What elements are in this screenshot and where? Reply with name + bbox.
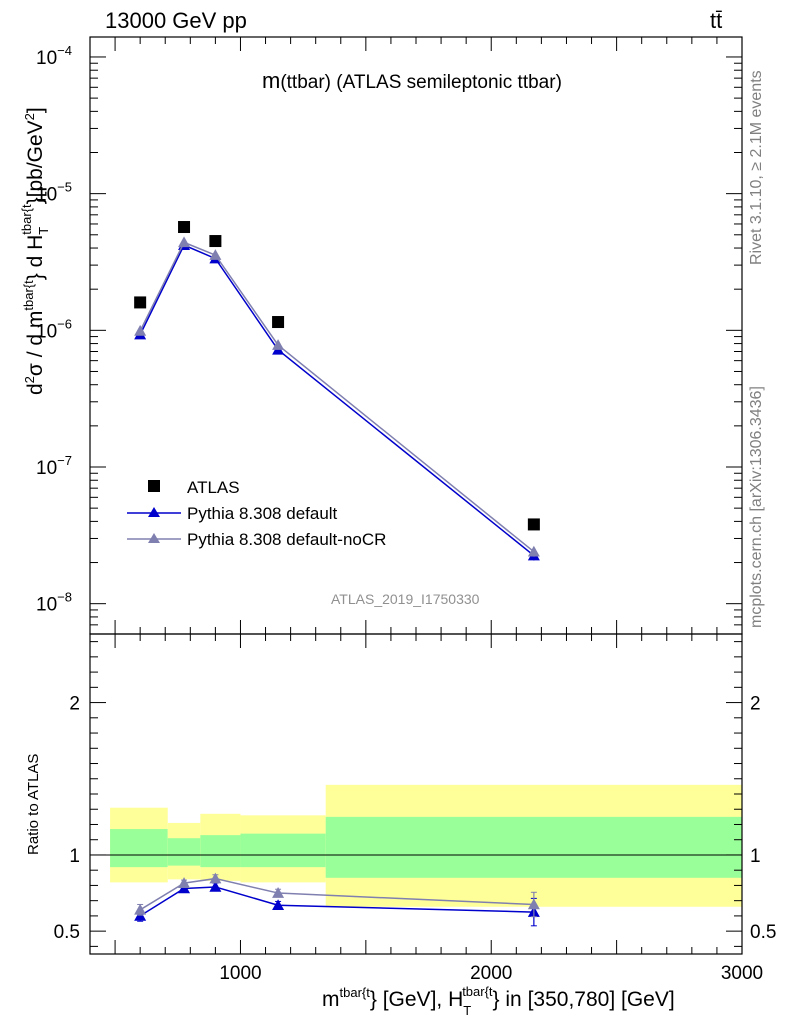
main-ylabel: d2σ / d mtbar{t} d HTtbar{t}[pb/GeV2] xyxy=(19,107,51,395)
data-point xyxy=(527,545,540,557)
data-point xyxy=(178,236,191,248)
legend-label-nocr: Pythia 8.308 default-noCR xyxy=(187,530,386,549)
data-point-atlas xyxy=(134,296,147,309)
ratio-y-tick-label-right: 2 xyxy=(750,694,761,715)
header-left: 13000 GeV pp xyxy=(105,8,247,33)
y-tick-label: 10−5 xyxy=(36,180,72,206)
y-tick-label: 10−8 xyxy=(36,590,72,616)
main-title: m(ttbar) (ATLAS semileptonic ttbar) xyxy=(262,68,562,93)
legend-marker-nocr xyxy=(148,533,160,543)
y-tick-label: 10−6 xyxy=(36,316,72,342)
ratio-frame xyxy=(89,633,743,955)
legend-marker-atlas xyxy=(148,480,160,492)
rivet-label: Rivet 3.1.10, ≥ 2.1M events xyxy=(748,70,765,265)
legend-label-default: Pythia 8.308 default xyxy=(187,504,338,523)
ratio-y-tick-label-left: 1 xyxy=(69,846,80,867)
ratio-point xyxy=(209,880,222,892)
ratio-y-tick-label-left: 2 xyxy=(69,694,80,715)
legend-marker-default xyxy=(148,507,160,517)
band-green-0 xyxy=(110,829,168,868)
ratio-point xyxy=(272,887,285,898)
ratio-point xyxy=(527,898,540,910)
band-green-4 xyxy=(325,816,742,878)
analysis-id: ATLAS_2019_I1750330 xyxy=(331,591,480,607)
band-green-2 xyxy=(200,835,241,868)
data-point-atlas xyxy=(178,221,191,234)
mcplots-label: mcplots.cern.ch [arXiv:1306.3436] xyxy=(748,386,765,628)
data-point xyxy=(134,324,147,336)
x-tick-label: 1000 xyxy=(219,963,261,984)
data-point-atlas xyxy=(272,316,285,329)
ratio-y-tick-label-right: 0.5 xyxy=(750,922,776,943)
legend-label-atlas: ATLAS xyxy=(187,478,240,497)
band-green-3 xyxy=(240,833,326,868)
ratio-panel: 1000 2000 3000 0.5 0.5 1 1 2 2 xyxy=(54,634,776,984)
y-tick-label: 10−7 xyxy=(36,453,72,479)
ratio-point xyxy=(209,872,222,884)
data-point xyxy=(272,339,285,350)
ratio-point xyxy=(178,877,191,888)
ratio-y-tick-label-left: 0.5 xyxy=(54,922,80,943)
legend: ATLAS Pythia 8.308 default Pythia 8.308 … xyxy=(127,478,386,549)
ratio-point xyxy=(134,903,147,915)
data-point-atlas xyxy=(209,235,222,248)
ratio-y-tick-label-right: 1 xyxy=(750,846,761,867)
data-point xyxy=(209,249,222,260)
main-panel: 10−8 10−7 10−6 10−5 10−4 xyxy=(36,37,743,635)
xlabel: mtbar{t} [GeV], HTtbar{t} in [350,780] [… xyxy=(322,984,675,1018)
y-tick-label: 10−4 xyxy=(36,43,72,69)
data-point-atlas xyxy=(527,518,540,531)
header-right: tt̄ xyxy=(710,8,722,33)
ratio-point xyxy=(272,899,285,911)
ratio-ylabel: Ratio to ATLAS xyxy=(25,754,42,855)
band-green-1 xyxy=(167,838,201,866)
x-tick-label: 2000 xyxy=(470,963,512,984)
x-tick-label: 3000 xyxy=(721,963,763,984)
